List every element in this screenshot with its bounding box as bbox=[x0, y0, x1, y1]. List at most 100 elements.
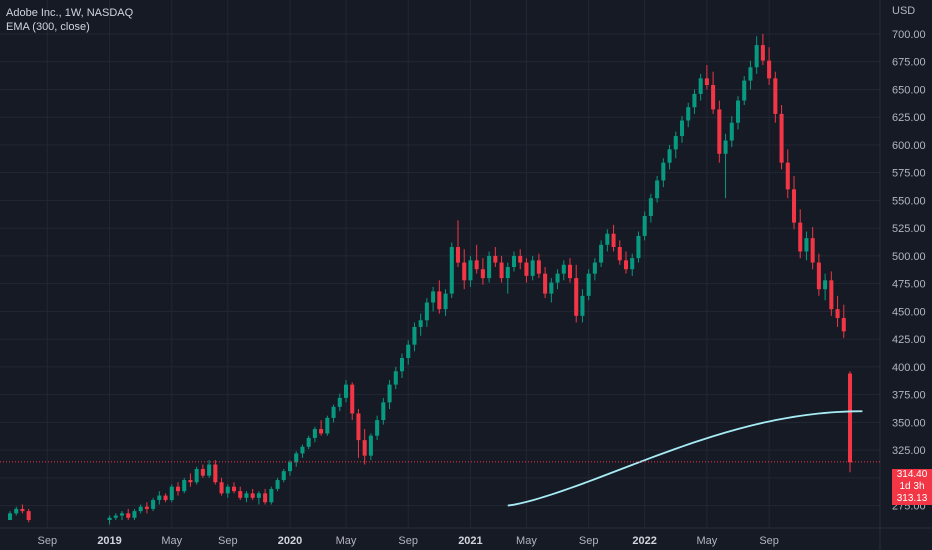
candle-body bbox=[399, 357, 405, 372]
candle-body bbox=[113, 515, 118, 518]
y-tick-label: 500.00 bbox=[892, 251, 926, 263]
candle-body bbox=[642, 215, 647, 236]
candle-body bbox=[829, 280, 834, 310]
candle bbox=[493, 247, 498, 267]
candle-body bbox=[151, 500, 156, 509]
x-tick-label: 2021 bbox=[458, 535, 482, 547]
candle bbox=[742, 76, 747, 105]
candle-body bbox=[524, 262, 529, 276]
candle-body bbox=[480, 269, 485, 279]
candle bbox=[735, 96, 741, 130]
candle bbox=[611, 224, 616, 252]
candle-body bbox=[711, 85, 716, 110]
price-axis[interactable]: USD 700.00 675.00 650.00 625.00 600.00 575.00 5… bbox=[892, 5, 926, 513]
x-tick-label: 2019 bbox=[97, 535, 121, 547]
candle-body bbox=[225, 486, 230, 494]
candle-body bbox=[449, 247, 454, 294]
candle-body bbox=[623, 260, 629, 270]
candle-body bbox=[735, 100, 741, 123]
x-tick-label: Sep bbox=[38, 535, 58, 547]
candle bbox=[729, 116, 734, 148]
candle bbox=[119, 511, 125, 520]
candle bbox=[760, 33, 765, 66]
y-tick-label: 700.00 bbox=[892, 29, 926, 41]
candle-body bbox=[437, 291, 442, 310]
candle-body bbox=[126, 513, 131, 518]
candle bbox=[829, 271, 834, 316]
candle-body bbox=[20, 508, 25, 512]
candle-body bbox=[163, 495, 168, 501]
last-price-tag: 314.40 1d 3h 313.13 bbox=[892, 469, 932, 505]
candle-body bbox=[418, 320, 423, 327]
candle bbox=[717, 100, 722, 163]
candle-body bbox=[655, 180, 660, 199]
symbol-title[interactable]: Adobe Inc., 1W, NASDAQ bbox=[6, 7, 134, 19]
candle bbox=[655, 176, 660, 203]
candle bbox=[275, 477, 280, 492]
indicator-title[interactable]: EMA (300, close) bbox=[6, 21, 90, 33]
candle-body bbox=[698, 78, 703, 94]
candle bbox=[549, 278, 554, 303]
candle-body bbox=[810, 238, 815, 263]
candle bbox=[113, 513, 118, 520]
x-tick-label: 2022 bbox=[632, 535, 656, 547]
candle-body bbox=[692, 93, 697, 108]
x-tick-label: Sep bbox=[218, 535, 238, 547]
candle-body bbox=[281, 471, 286, 481]
candle-body bbox=[754, 45, 759, 68]
candle-body bbox=[599, 244, 604, 263]
candle-body bbox=[841, 318, 846, 332]
candle-body bbox=[132, 511, 137, 518]
candle bbox=[138, 504, 143, 514]
candle-body bbox=[119, 513, 125, 516]
candle bbox=[462, 249, 467, 290]
chart-legend: Adobe Inc., 1W, NASDAQ EMA (300, close) bbox=[6, 6, 133, 34]
candle-body bbox=[686, 107, 691, 121]
x-tick-label: May bbox=[696, 535, 717, 547]
candle-body bbox=[580, 295, 585, 316]
candle bbox=[580, 289, 585, 323]
candle bbox=[810, 227, 815, 270]
candle-body bbox=[306, 437, 311, 447]
candle bbox=[269, 486, 274, 505]
candle-body bbox=[804, 238, 809, 252]
candle-body bbox=[275, 480, 280, 489]
currency-label: USD bbox=[892, 5, 915, 17]
candle bbox=[175, 482, 181, 496]
prev-close-value: 313.13 bbox=[896, 493, 928, 504]
candle bbox=[325, 415, 330, 436]
y-tick-label: 450.00 bbox=[892, 306, 926, 318]
y-tick-label: 350.00 bbox=[892, 417, 926, 429]
candle-body bbox=[343, 384, 349, 398]
candle-body bbox=[244, 493, 249, 498]
x-tick-label: May bbox=[336, 535, 357, 547]
candle-body bbox=[169, 486, 174, 501]
candle bbox=[804, 231, 809, 261]
candle bbox=[14, 506, 19, 516]
candle-body bbox=[144, 506, 149, 509]
candle-body bbox=[443, 293, 448, 310]
candle bbox=[194, 466, 199, 485]
time-axis[interactable]: Sep 2019 May Sep 2020 May Sep 2021 May Sep 2022 May… bbox=[38, 535, 779, 547]
candle-body bbox=[835, 309, 840, 319]
candle bbox=[393, 366, 398, 390]
candle-body bbox=[412, 326, 417, 345]
x-tick-label: May bbox=[516, 535, 537, 547]
candle bbox=[132, 508, 137, 520]
candle bbox=[200, 464, 205, 478]
candle-body bbox=[207, 464, 212, 476]
candle bbox=[312, 426, 317, 443]
candle-body bbox=[586, 273, 591, 296]
candle bbox=[518, 249, 523, 270]
candle-body bbox=[518, 255, 523, 263]
candle bbox=[331, 404, 336, 423]
candle bbox=[7, 511, 13, 520]
y-tick-label: 600.00 bbox=[892, 140, 926, 152]
candle bbox=[306, 435, 311, 449]
candle bbox=[661, 158, 666, 188]
candle-body bbox=[729, 122, 734, 141]
candle bbox=[368, 433, 373, 461]
candle-body bbox=[157, 495, 162, 501]
candle bbox=[505, 262, 510, 294]
